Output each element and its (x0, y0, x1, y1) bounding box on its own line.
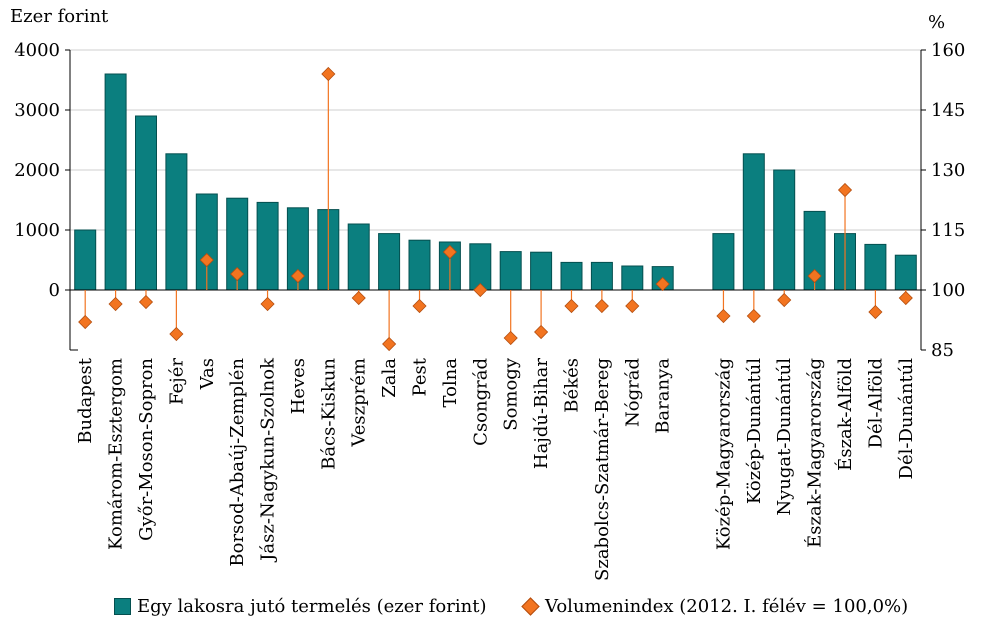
category-label-zala: Zala (379, 358, 400, 398)
y-right-tick-label: 145 (931, 100, 965, 121)
category-label-komarom-esztergom: Komárom-Esztergom (106, 358, 127, 550)
y-right-tick-label: 130 (931, 160, 965, 181)
point-szabolcs-szatmar-bereg (594, 298, 609, 314)
bar-del-dunantul (894, 254, 917, 291)
left-tick-labels: 4000 3000 2000 1000 0 (14, 40, 70, 301)
point-veszprem (351, 290, 366, 306)
bar-zala (378, 233, 401, 291)
bar-bekes (560, 261, 583, 291)
point-eszak-alfold (837, 182, 853, 198)
category-label-csongrad: Csongrád (470, 358, 491, 446)
bar-del-alfold (864, 243, 887, 291)
category-label-somogy: Somogy (501, 357, 522, 431)
point-nograd (625, 298, 640, 314)
y-right-tick-label: 115 (931, 220, 965, 241)
legend-item-points: Volumenindex (2012. I. félév = 100,0%) (520, 596, 908, 617)
category-label-eszak-magyarorszag: Észak-Magyarország (803, 358, 826, 548)
legend-diamond-swatch (521, 597, 540, 616)
y-left-tick-label: 1000 (14, 220, 60, 241)
y-left-tick-label: 4000 (14, 40, 60, 61)
y-axis-left-label: Ezer forint (10, 6, 109, 27)
category-label-szabolcs-szatmar-bereg: Szabolcs-Szatmár-Bereg (592, 358, 613, 581)
point-bacs-kiskun (321, 66, 336, 82)
right-tick-labels: 160 145 130 115 100 85 (921, 40, 965, 361)
category-label-kozep-dunantul: Közép-Dunántúl (744, 358, 765, 504)
point-fejer (169, 326, 184, 342)
bar-jasz-nagykun-szolnok (256, 201, 279, 291)
bar-fejer (165, 153, 188, 291)
bar-gyor-moson-sopron (135, 115, 157, 291)
point-pest (412, 298, 427, 314)
category-label-del-dunantul: Dél-Dunántúl (896, 358, 917, 480)
y-right-tick-label: 100 (931, 280, 965, 301)
point-tolna (442, 244, 457, 260)
category-label-baranya: Baranya (653, 358, 674, 434)
legend-item-bars: Egy lakosra jutó termelés (ezer forint) (114, 596, 486, 617)
points (78, 66, 913, 352)
legend-point-label: Volumenindex (2012. I. félév = 100,0%) (545, 596, 909, 617)
point-del-alfold (868, 304, 883, 320)
bar-somogy (499, 251, 522, 291)
point-gyor-moson-sopron (138, 294, 154, 310)
point-baranya (655, 276, 670, 292)
bar-hajdu-bihar (530, 251, 553, 291)
bar-pest (408, 239, 431, 291)
point-komarom-esztergom (108, 296, 123, 312)
point-vas (199, 252, 214, 268)
category-label-jasz-nagykun-szolnok: Jász-Nagykun-Szolnok (258, 357, 279, 563)
category-label-heves: Heves (288, 358, 309, 414)
category-label-eszak-alfold: Észak-Alföld (833, 358, 856, 471)
bar-veszprem (347, 223, 370, 291)
point-somogy (503, 330, 518, 346)
point-kozep-dunantul (746, 308, 761, 324)
category-label-vas: Vas (197, 358, 218, 390)
point-budapest (78, 314, 93, 330)
y-left-tick-label: 2000 (14, 160, 60, 181)
point-csongrad (473, 282, 488, 298)
point-kozep-magyarorszag (716, 308, 731, 324)
category-label-del-alfold: Dél-Alföld (865, 358, 886, 448)
y-axis-right-label: % (928, 12, 946, 33)
category-labels: Budapest Komárom-Esztergom Győr-Moson-Sopr… (75, 357, 917, 581)
bar-komarom-esztergom (104, 73, 127, 291)
point-borsod-abauj-zemplen (230, 266, 245, 282)
point-del-dunantul (898, 290, 913, 306)
category-label-bekes: Békés (562, 358, 583, 413)
y-left-tick-label: 3000 (14, 100, 60, 121)
axes (69, 50, 922, 351)
legend-bar-swatch (114, 598, 131, 615)
category-label-pest: Pest (410, 357, 431, 396)
y-right-tick-label: 85 (931, 340, 954, 361)
bar-kozep-dunantul (742, 153, 765, 291)
point-nyugat-dunantul (777, 292, 792, 308)
point-zala (382, 336, 397, 352)
category-label-gyor-moson-sopron: Győr-Moson-Sopron (136, 358, 157, 541)
point-jasz-nagykun-szolnok (260, 296, 275, 312)
category-label-hajdu-bihar: Hajdú-Bihar (531, 358, 552, 470)
category-label-tolna: Tolna (440, 358, 461, 408)
bar-szabolcs-szatmar-bereg (590, 261, 613, 291)
category-label-nyugat-dunantul: Nyugat-Dunántúl (774, 358, 795, 516)
legend-bar-label: Egy lakosra jutó termelés (ezer forint) (137, 596, 487, 617)
legend: Egy lakosra jutó termelés (ezer forint) … (0, 596, 986, 624)
chart: 4000 3000 2000 1000 0 160 145 130 115 100 85 Buda… (14, 40, 965, 581)
bar-nyugat-dunantul (773, 169, 796, 291)
point-heves (290, 268, 306, 284)
category-label-borsod-abauj-zemplen: Borsod-Abaúj-Zemplén (227, 358, 248, 567)
point-bekes (564, 298, 579, 314)
bar-kozep-magyarorszag (712, 233, 735, 291)
category-label-bacs-kiskun: Bács-Kiskun (318, 358, 339, 470)
category-label-fejer: Fejér (166, 358, 187, 405)
bars (74, 73, 917, 291)
bar-budapest (74, 229, 97, 291)
bar-nograd (621, 265, 644, 291)
point-eszak-magyarorszag (807, 268, 822, 284)
y-right-tick-label: 160 (931, 40, 965, 61)
category-label-budapest: Budapest (75, 357, 96, 443)
category-label-kozep-magyarorszag: Közép-Magyarország (713, 358, 734, 550)
point-hajdu-bihar (534, 324, 549, 340)
category-label-veszprem: Veszprém (349, 358, 370, 448)
y-left-tick-label: 0 (49, 280, 60, 301)
category-label-nograd: Nógrád (622, 358, 643, 427)
